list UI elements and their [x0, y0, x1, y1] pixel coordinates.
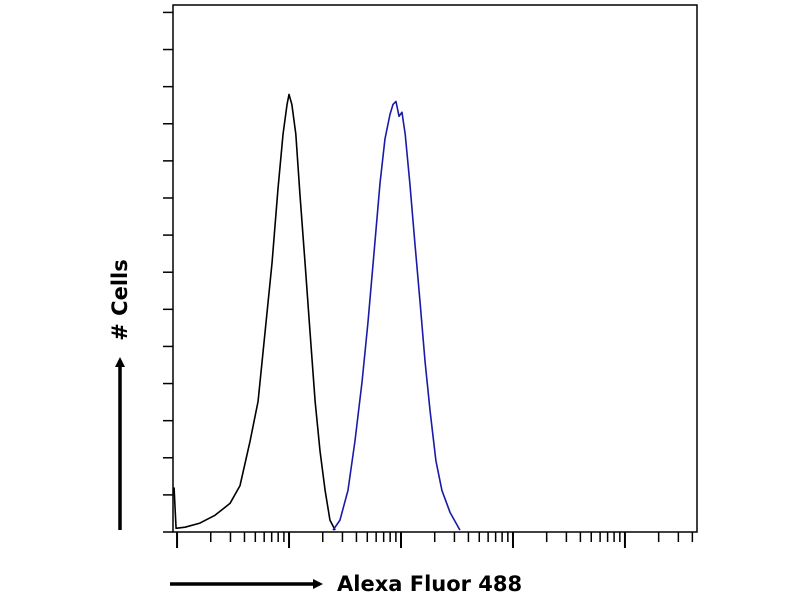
x-axis-label: Alexa Fluor 488: [337, 572, 522, 596]
series-line: [332, 100, 461, 531]
series-line: [173, 93, 336, 531]
y-axis-label: # Cells: [108, 259, 132, 340]
